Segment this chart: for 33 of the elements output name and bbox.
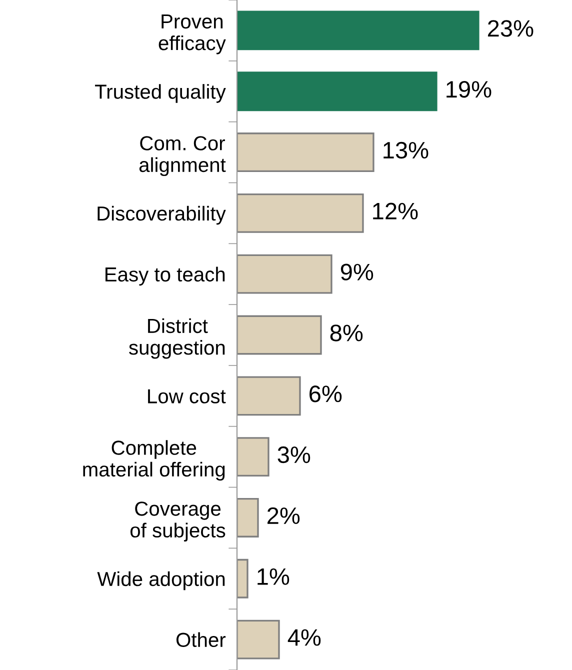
bar [237,376,301,416]
bar [237,437,270,477]
data-label: 1% [258,568,290,585]
data-label: 3% [278,446,310,464]
data-label: 23% [488,20,534,37]
data-label: 8% [330,324,363,342]
data-label: 12% [373,202,418,220]
y-tick-label: Coverage of subjects [130,502,226,542]
y-tick-label: Wide adoption [97,571,225,590]
y-tick-label: Trusted quality [95,84,226,103]
bar [237,132,374,172]
y-tick-label: Complete material offering [83,440,225,481]
data-label: 13% [384,142,428,159]
y-tick-label: District suggestion [129,318,225,359]
bar [237,72,438,112]
bar [237,254,332,294]
data-label: 4% [288,629,321,646]
data-label: 19% [446,80,492,98]
bar [237,315,322,355]
y-tick-label: Com. Cor alignment [139,136,226,176]
data-label: 6% [310,386,342,402]
y-tick-label: Other [176,632,226,648]
y-tick-label: Proven efficacy [158,14,226,54]
bar [237,193,364,233]
data-label: 2% [268,507,300,524]
bar [237,620,280,660]
bar [237,558,248,598]
y-tick-label: Discoverability [98,206,226,225]
bar [237,498,259,538]
bar [237,10,480,50]
y-tick-label: Easy to teach [106,266,225,286]
data-label: 9% [340,264,374,280]
y-tick-label: Low cost [148,389,226,404]
